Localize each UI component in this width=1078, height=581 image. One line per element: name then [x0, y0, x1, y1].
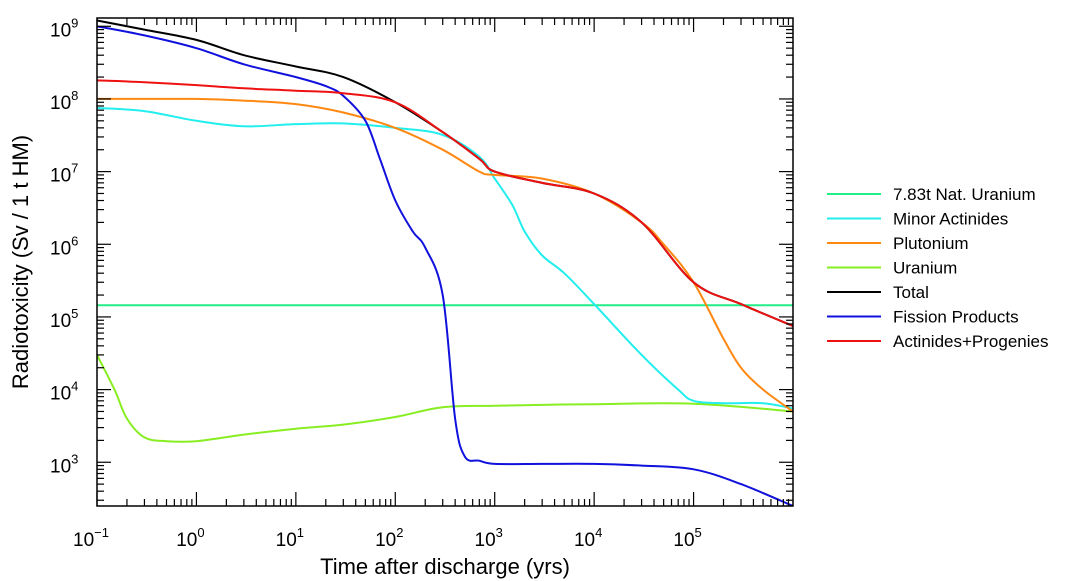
series-line-plutonium — [97, 97, 793, 413]
series-line-actinides-progenies — [97, 79, 793, 327]
y-tick-label: 106 — [50, 233, 78, 259]
legend: 7.83t Nat. Uranium Minor Actinides Plutoni… — [827, 185, 1048, 351]
legend-label: Uranium — [893, 259, 957, 278]
series-line-uranium — [97, 353, 793, 443]
x-tick-label: 10−1 — [73, 525, 109, 551]
x-tick-label: 100 — [176, 525, 204, 551]
y-tick-label: 108 — [50, 88, 78, 114]
legend-label: Total — [893, 283, 929, 302]
legend-label: Minor Actinides — [893, 210, 1008, 229]
y-axis-title: Radiotoxicity (Sv / 1 t HM) — [8, 135, 33, 389]
x-tick-label: 103 — [475, 525, 503, 551]
series-line-total — [97, 19, 793, 327]
x-tick-label: 104 — [574, 525, 602, 551]
legend-label: 7.83t Nat. Uranium — [893, 185, 1036, 204]
legend-label: Plutonium — [893, 234, 969, 253]
x-axis-title: Time after discharge (yrs) — [320, 554, 570, 579]
legend-label: Fission Products — [893, 308, 1019, 327]
x-tick-label: 102 — [375, 525, 403, 551]
series-line-fission-products — [97, 25, 793, 506]
y-tick-label: 109 — [50, 15, 78, 41]
plot-frame — [96, 17, 794, 507]
legend-label: Actinides+Progenies — [893, 332, 1048, 351]
series-line-minor-actinides — [97, 107, 793, 410]
x-tick-label: 105 — [673, 525, 701, 551]
y-tick-label: 104 — [50, 379, 78, 405]
y-tick-label: 103 — [50, 451, 78, 477]
y-tick-label: 107 — [50, 161, 78, 187]
y-tick-label: 105 — [50, 306, 78, 332]
x-tick-label: 101 — [276, 525, 304, 551]
